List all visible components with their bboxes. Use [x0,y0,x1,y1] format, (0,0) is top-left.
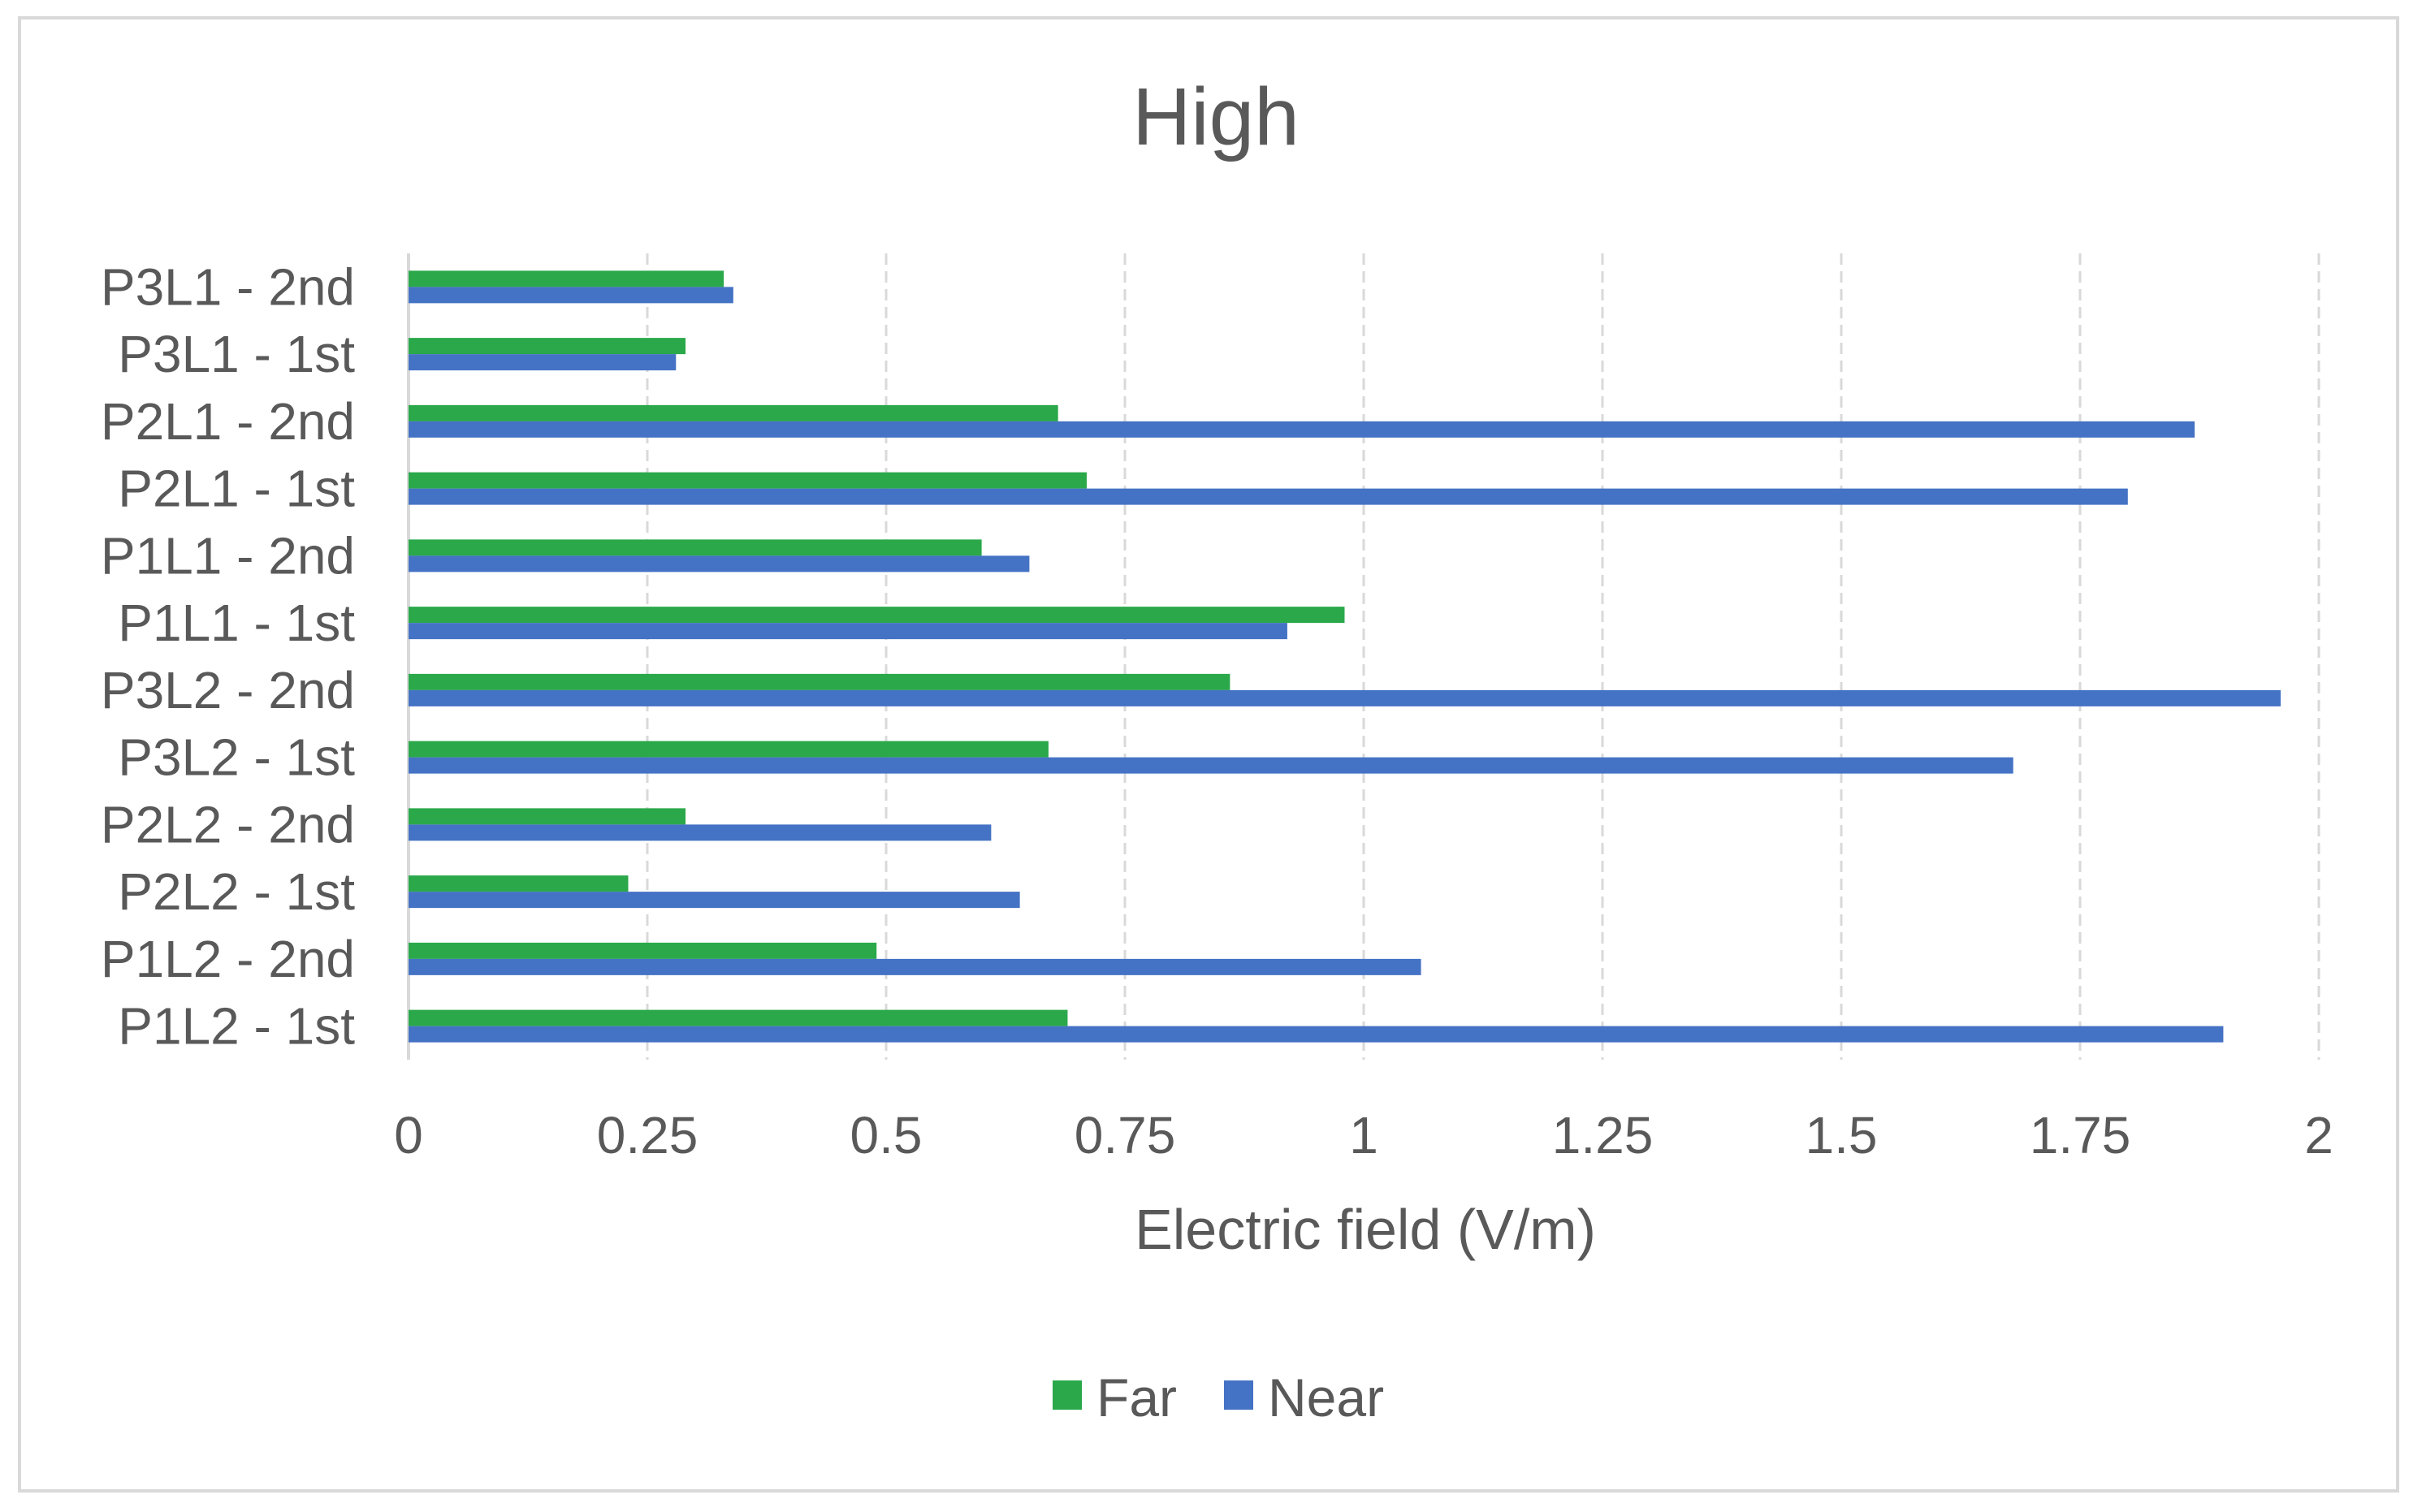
x-axis-title: Electric field (V/m) [1135,1198,1596,1261]
bar-far [409,741,1049,758]
chart-title: High [1132,71,1300,162]
gridlines [407,253,2320,1060]
bar-near [409,958,1421,975]
x-tick-label: 1 [1349,1106,1378,1164]
bar-far [409,338,686,355]
legend: Far Near [1053,1367,1384,1428]
bar-far [409,808,686,825]
category-label: P3L2 - 2nd [101,661,355,719]
x-tick-labels: 0 0.25 0.5 0.75 1 1.25 1.5 1.75 2 [394,1106,2333,1164]
category-label: P1L2 - 2nd [101,930,355,988]
bar-far [409,1009,1068,1026]
x-tick-label: 0.75 [1075,1106,1176,1164]
bar-near [409,689,2281,706]
x-tick-label: 2 [2304,1106,2333,1164]
bar-near [409,287,733,304]
bar-far [409,472,1087,489]
category-label: P2L1 - 1st [118,460,355,518]
category-label: P2L2 - 1st [118,862,355,921]
bar-far [409,539,982,556]
bar-far [409,607,1345,624]
legend-swatch-far [1053,1380,1082,1410]
bar-far [409,404,1058,421]
bar-far [409,875,629,892]
category-label: P2L1 - 2nd [101,392,355,451]
bar-near [409,354,677,371]
bar-near [409,824,992,841]
category-label: P3L2 - 1st [118,728,355,787]
category-label: P2L2 - 2nd [101,795,355,853]
legend-label-near: Near [1268,1367,1384,1428]
x-tick-label: 0.25 [597,1106,698,1164]
category-label: P3L1 - 2nd [101,257,355,316]
bar-near [409,892,1020,909]
x-tick-label: 1.25 [1552,1106,1654,1164]
x-tick-label: 0 [394,1106,423,1164]
legend-label-far: Far [1096,1367,1177,1428]
x-tick-label: 1.75 [2030,1106,2131,1164]
bars [409,270,2281,1043]
category-label: P1L1 - 2nd [101,526,355,585]
x-tick-label: 0.5 [850,1106,923,1164]
category-label: P1L2 - 1st [118,997,355,1056]
category-labels: P1L2 - 1st P1L2 - 2nd P2L2 - 1st P2L2 - 2nd… [101,257,355,1055]
bar-far [409,270,724,287]
bar-near [409,488,2128,505]
bar-near [409,757,2013,774]
bar-near [409,1026,2224,1043]
x-tick-label: 1.5 [1806,1106,1878,1164]
bar-far [409,673,1230,690]
bar-far [409,942,877,959]
category-label: P3L1 - 1st [118,325,355,383]
bar-near [409,421,2195,438]
bar-near [409,555,1030,572]
legend-swatch-near [1224,1380,1253,1410]
category-label: P1L1 - 1st [118,594,355,652]
bar-near [409,623,1287,640]
